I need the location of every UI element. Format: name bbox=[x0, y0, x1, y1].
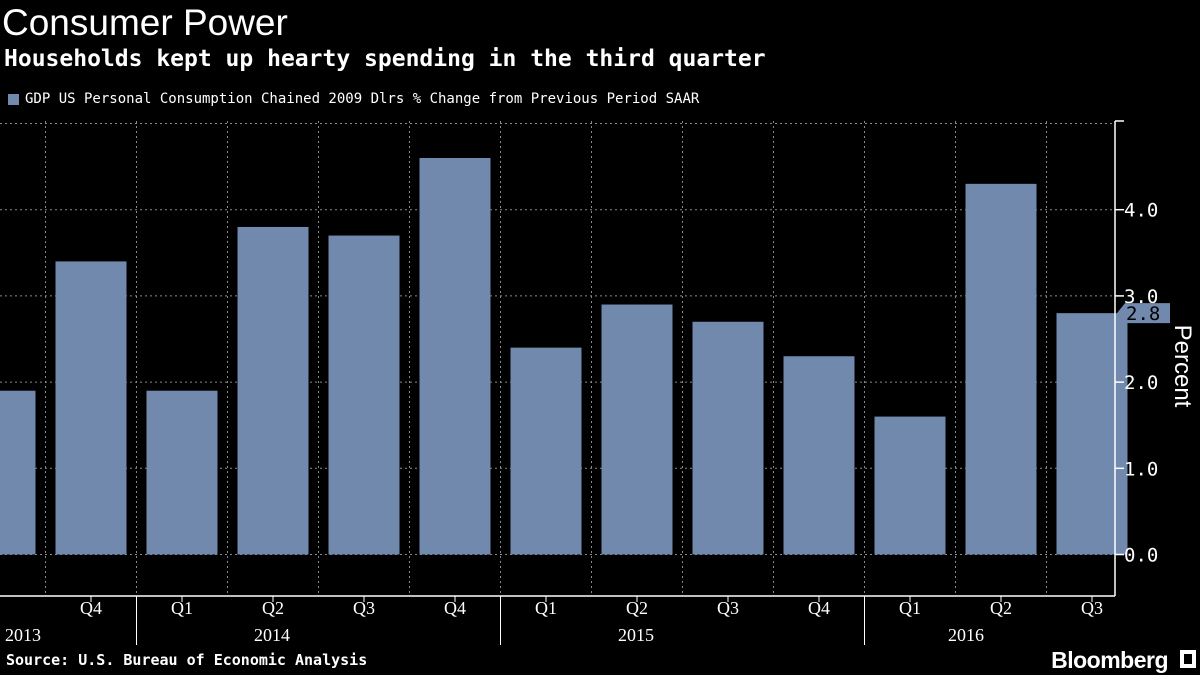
y-axis-title: Percent bbox=[1169, 325, 1196, 408]
x-tick-label: Q1 bbox=[899, 598, 921, 618]
x-tick-label: Q1 bbox=[171, 598, 193, 618]
x-tick-label: Q2 bbox=[262, 598, 284, 618]
bar bbox=[783, 356, 855, 555]
year-label: 2014 bbox=[254, 625, 290, 645]
bar bbox=[419, 157, 491, 555]
source-note: Source: U.S. Bureau of Economic Analysis bbox=[6, 651, 368, 669]
year-label: 2015 bbox=[618, 625, 654, 645]
legend: GDP US Personal Consumption Chained 2009… bbox=[8, 91, 699, 107]
x-tick-label: Q3 bbox=[1081, 598, 1103, 618]
bar bbox=[328, 235, 400, 555]
last-value-label: 2.8 bbox=[1126, 303, 1160, 325]
x-tick-label: Q3 bbox=[717, 598, 739, 618]
year-label: 2016 bbox=[948, 625, 984, 645]
bar bbox=[0, 390, 36, 555]
y-tick-label: 0.0 bbox=[1124, 545, 1158, 567]
y-tick-label: 4.0 bbox=[1124, 200, 1158, 222]
y-tick-label: 3.0 bbox=[1124, 286, 1158, 308]
bar bbox=[692, 321, 764, 555]
bar bbox=[55, 261, 127, 555]
x-tick-label: Q2 bbox=[990, 598, 1012, 618]
x-tick-label: Q1 bbox=[535, 598, 557, 618]
chart-title: Consumer Power bbox=[2, 2, 288, 43]
x-tick-label: Q4 bbox=[80, 598, 102, 618]
bar bbox=[1056, 313, 1128, 555]
x-tick-label: Q3 bbox=[353, 598, 375, 618]
x-tick-label: Q2 bbox=[626, 598, 648, 618]
chart-subtitle: Households kept up hearty spending in th… bbox=[4, 46, 766, 72]
bloomberg-logo: Bloomberg bbox=[1051, 647, 1168, 673]
legend-swatch bbox=[8, 93, 19, 105]
y-tick-label: 1.0 bbox=[1124, 458, 1158, 480]
y-tick-label: 2.0 bbox=[1124, 372, 1158, 394]
x-tick-label: Q4 bbox=[444, 598, 466, 618]
bar bbox=[874, 416, 946, 555]
legend-label: GDP US Personal Consumption Chained 2009… bbox=[25, 91, 700, 107]
bar bbox=[237, 226, 309, 555]
bar bbox=[146, 390, 218, 555]
x-tick-label: Q4 bbox=[808, 598, 830, 618]
bar bbox=[965, 183, 1037, 555]
year-label: 2013 bbox=[5, 625, 41, 645]
bar bbox=[510, 347, 582, 555]
last-value-callout bbox=[1117, 303, 1170, 324]
bloomberg-mark-icon bbox=[1180, 650, 1196, 668]
bar bbox=[601, 304, 673, 555]
